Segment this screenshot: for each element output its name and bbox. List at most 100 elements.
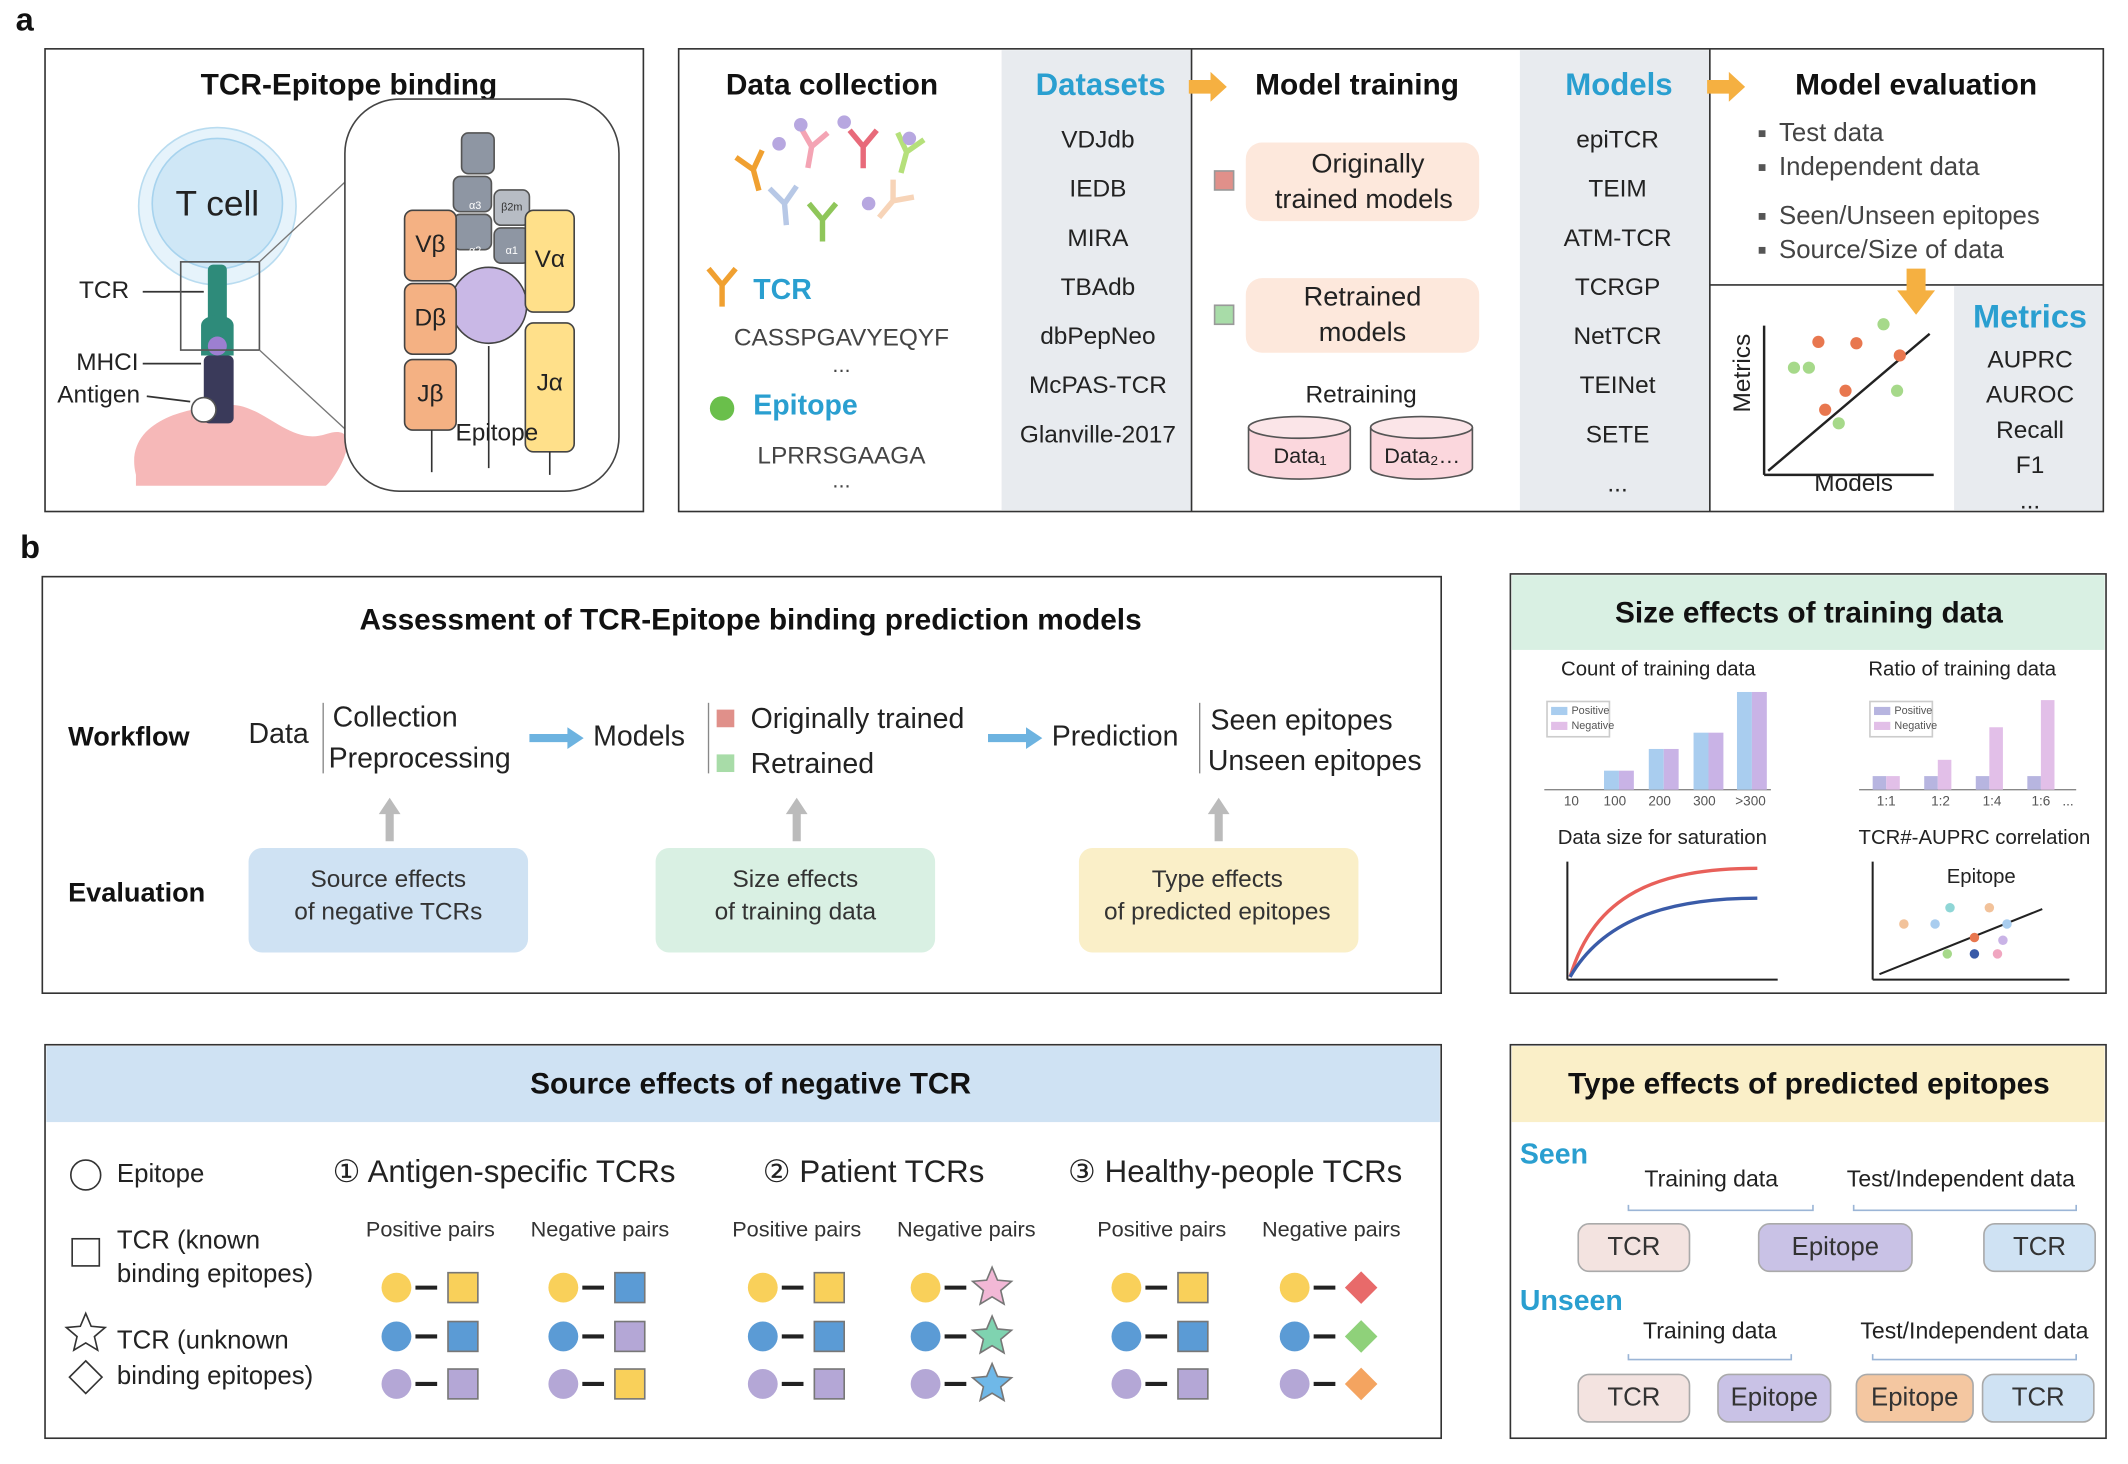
label: α1 xyxy=(506,245,518,257)
label: SETE xyxy=(1586,421,1650,448)
epitope-icon xyxy=(747,1272,778,1303)
scatter-dot xyxy=(2002,919,2012,929)
scatter-dot xyxy=(1850,337,1863,350)
epitope-icon xyxy=(747,1369,778,1399)
label: Metrics xyxy=(1729,334,1756,413)
section-title: Size effects of training data xyxy=(1615,597,2003,630)
bullet xyxy=(1758,164,1766,171)
label: Jβ xyxy=(417,380,443,407)
label: Workflow xyxy=(68,720,190,751)
arrow xyxy=(988,727,1043,749)
bar xyxy=(1989,727,2003,790)
section-title: Source effects of negative TCR xyxy=(530,1067,971,1100)
legend-square xyxy=(1213,170,1235,191)
tcr-icon xyxy=(1177,1320,1209,1353)
bar xyxy=(1604,770,1619,790)
label: Antigen xyxy=(57,382,140,409)
label: Negative pairs xyxy=(1262,1216,1401,1241)
legend-swatch xyxy=(1551,706,1568,716)
scatter-dot xyxy=(1984,902,1995,913)
label: ③ Healthy-people TCRs xyxy=(1068,1154,1402,1189)
model-box xyxy=(1245,278,1480,353)
epitope-icon xyxy=(381,1321,412,1352)
epitope-icon xyxy=(1111,1321,1142,1352)
label: LPRRSGAAGA xyxy=(757,443,926,470)
label: β2m xyxy=(501,201,522,213)
label: Retrained xyxy=(751,748,875,780)
label: Recall xyxy=(1996,417,2064,444)
legend-square xyxy=(716,754,735,773)
arrow xyxy=(1897,268,1936,315)
label: Models xyxy=(1814,470,1893,497)
diamond xyxy=(68,1359,104,1395)
label: Test/Independent data xyxy=(1860,1317,2088,1343)
label: Positive xyxy=(1571,705,1609,717)
label: TEINet xyxy=(1580,372,1656,399)
label: α2 xyxy=(469,245,481,257)
label: TCR xyxy=(2013,1233,2066,1261)
label: Size effects xyxy=(732,866,858,893)
epitope-icon xyxy=(910,1369,941,1399)
type-box xyxy=(1855,1373,1974,1423)
cylinder xyxy=(1369,427,1474,480)
evaluation-box xyxy=(1078,848,1359,953)
diamond xyxy=(1344,1271,1378,1304)
epitope-icon xyxy=(1279,1369,1310,1399)
epitope-icon xyxy=(910,1321,941,1352)
tcr-chain xyxy=(403,358,457,431)
pointer xyxy=(146,395,191,403)
star xyxy=(64,1311,108,1352)
epitope-icon xyxy=(837,115,851,129)
label: Models xyxy=(593,721,685,753)
label: Seen/Unseen epitopes xyxy=(1779,202,2040,230)
scatter-dot xyxy=(1930,919,1940,929)
label: Positive pairs xyxy=(366,1216,495,1241)
evaluation-box xyxy=(655,848,936,953)
epitope-icon xyxy=(902,131,917,146)
label: TCR xyxy=(753,274,812,306)
label: Source/Size of data xyxy=(1779,236,2005,264)
label: Type effects xyxy=(1152,866,1283,893)
label: 1:6 xyxy=(2031,793,2050,808)
label: Negative pairs xyxy=(531,1216,670,1241)
label: Ratio of training data xyxy=(1868,659,2056,681)
label: of training data xyxy=(715,899,877,926)
label: trained models xyxy=(1275,183,1453,214)
label: Dβ xyxy=(415,304,447,331)
epitope xyxy=(449,266,528,345)
label: Originally trained xyxy=(751,703,965,735)
tcr-icon xyxy=(806,201,839,242)
scatter-dot xyxy=(1890,384,1904,397)
label: 1:2 xyxy=(1931,793,1950,808)
mhc-domain xyxy=(452,175,493,213)
label: Epitope xyxy=(1947,866,2016,888)
label: Data₁ xyxy=(1274,443,1327,468)
label: models xyxy=(1319,316,1406,347)
tcr-icon xyxy=(706,266,738,307)
tcr-icon xyxy=(1177,1368,1209,1400)
antigen xyxy=(207,336,227,356)
type-box xyxy=(1577,1223,1691,1273)
scatter-dot xyxy=(1945,902,1955,913)
label: ATM-TCR xyxy=(1564,225,1672,252)
epitope-icon xyxy=(548,1369,579,1399)
bar xyxy=(1886,776,1900,790)
label: TCR#-AUPRC correlation xyxy=(1859,827,2091,849)
tcr-icon xyxy=(813,1368,846,1400)
epitope-icon xyxy=(381,1272,412,1303)
curve xyxy=(1568,896,1758,978)
label: Unseen xyxy=(1520,1285,1623,1317)
label: Epitope xyxy=(1871,1384,1958,1412)
label: MIRA xyxy=(1067,225,1129,252)
label: AUPRC xyxy=(1987,346,2072,373)
label: Epitope xyxy=(455,420,538,447)
section-title: Data collection xyxy=(726,69,938,102)
bracket xyxy=(1627,1204,1814,1212)
legend-square xyxy=(716,709,735,728)
label: Positive pairs xyxy=(1097,1216,1226,1241)
arrow xyxy=(1707,71,1746,102)
cell-label: T cell xyxy=(176,185,260,224)
section-title: Model training xyxy=(1255,69,1459,102)
tcr-icon xyxy=(614,1368,646,1400)
